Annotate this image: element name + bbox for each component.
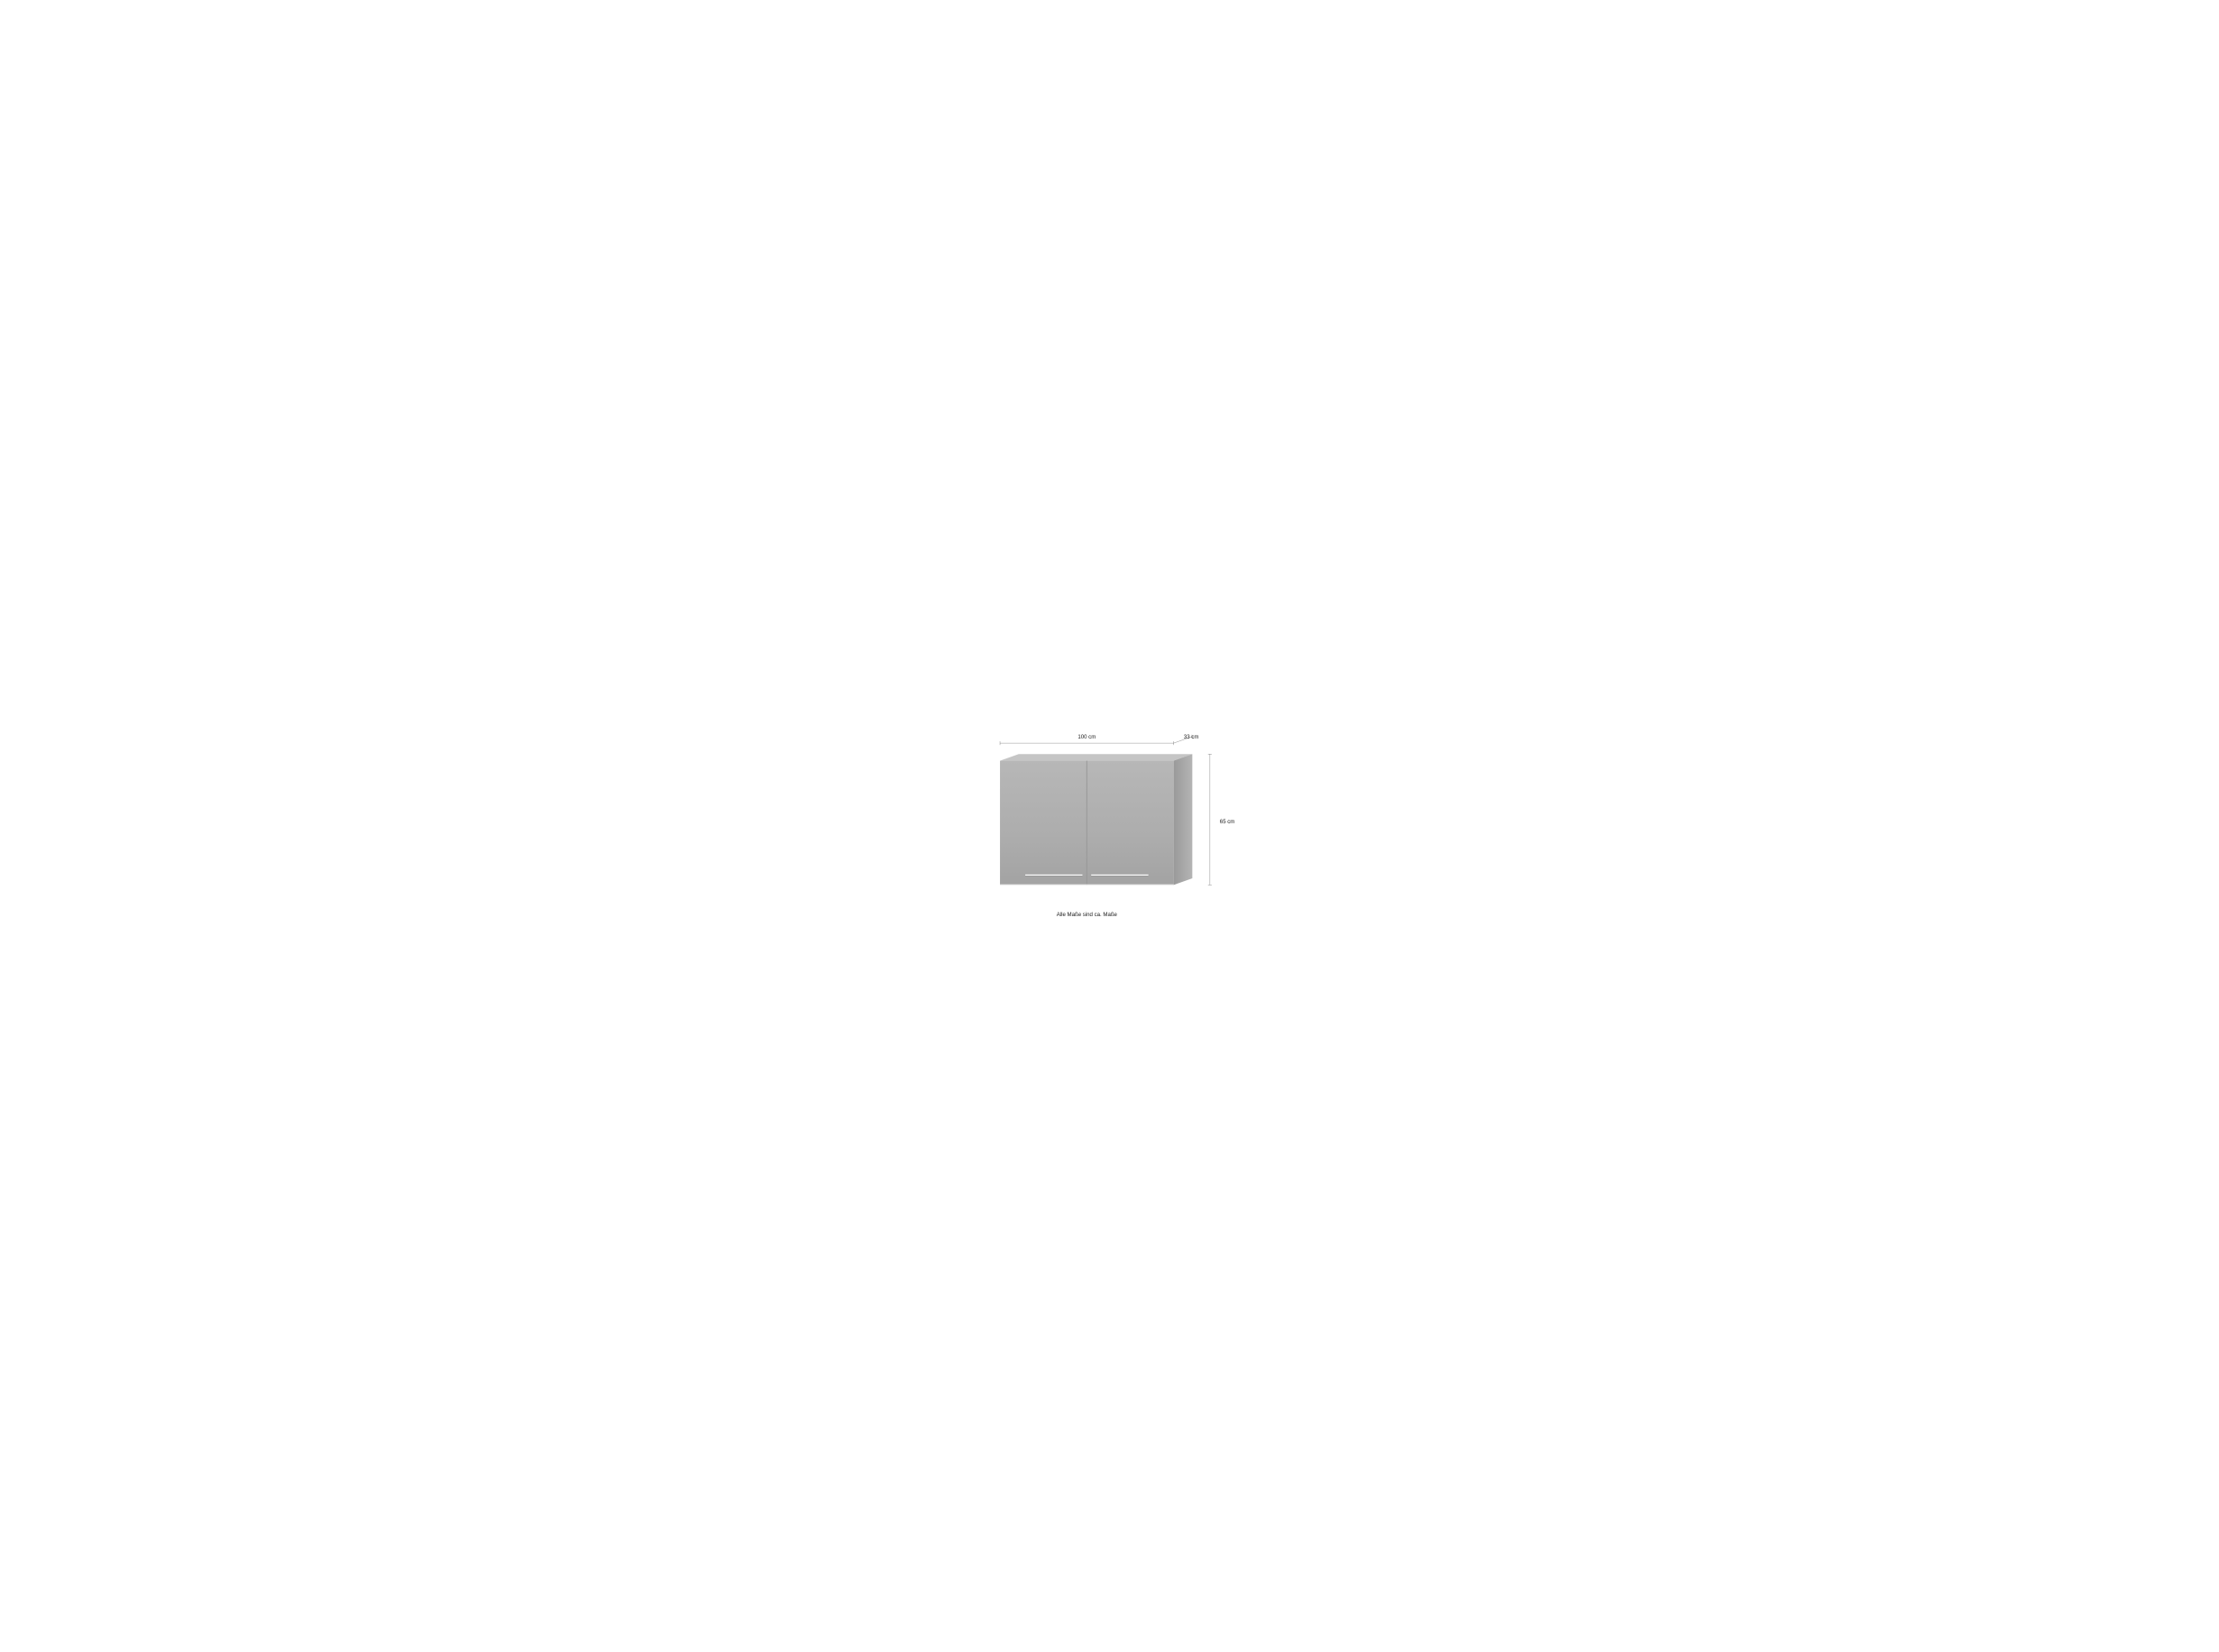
cabinet-door-gap xyxy=(1086,761,1087,886)
cabinet-handle-left xyxy=(1025,875,1082,876)
footnote: Alle Maße sind ca. Maße xyxy=(1056,912,1117,918)
cabinet-handle-right xyxy=(1091,875,1148,876)
diagram-svg: 100 cm 33 cm 65 cm Alle Maße sind ca. Maße xyxy=(975,725,1245,926)
cabinet-top-face xyxy=(1000,755,1192,761)
cabinet-bottom-edge xyxy=(1000,885,1174,886)
dim-label-width: 100 cm xyxy=(1077,734,1096,740)
dim-label-height: 65 cm xyxy=(1219,819,1234,825)
diagram-stage: 100 cm 33 cm 65 cm Alle Maße sind ca. Maße xyxy=(975,725,1245,926)
dim-label-depth: 33 cm xyxy=(1183,734,1198,740)
cabinet-side-face xyxy=(1173,755,1192,886)
